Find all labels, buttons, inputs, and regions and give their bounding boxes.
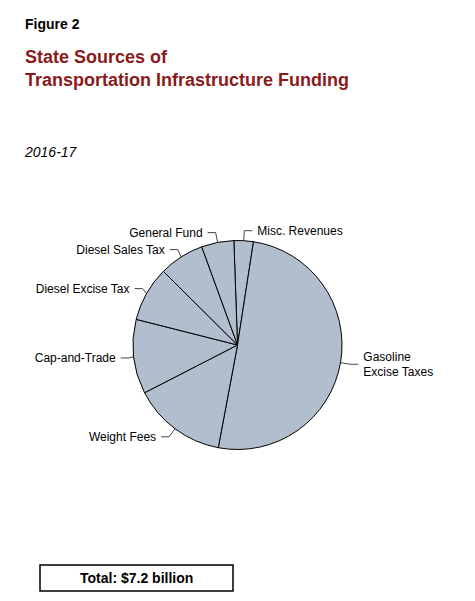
- svg-text:Weight Fees: Weight Fees: [89, 430, 156, 444]
- svg-text:Excise Taxes: Excise Taxes: [363, 365, 433, 379]
- svg-text:General Fund: General Fund: [129, 226, 202, 240]
- svg-text:State Sources of: State Sources of: [25, 47, 168, 67]
- svg-text:Figure 2: Figure 2: [25, 16, 80, 32]
- svg-text:Diesel Excise Tax: Diesel Excise Tax: [36, 282, 130, 296]
- svg-text:Diesel Sales Tax: Diesel Sales Tax: [76, 243, 165, 257]
- svg-text:Transportation Infrastructure: Transportation Infrastructure Funding: [25, 70, 349, 90]
- svg-text:2016-17: 2016-17: [24, 144, 78, 160]
- svg-text:Gasoline: Gasoline: [363, 350, 411, 364]
- svg-text:Cap-and-Trade: Cap-and-Trade: [35, 351, 116, 365]
- svg-text:Misc. Revenues: Misc. Revenues: [257, 224, 342, 238]
- svg-text:Total: $7.2 billion: Total: $7.2 billion: [80, 570, 193, 586]
